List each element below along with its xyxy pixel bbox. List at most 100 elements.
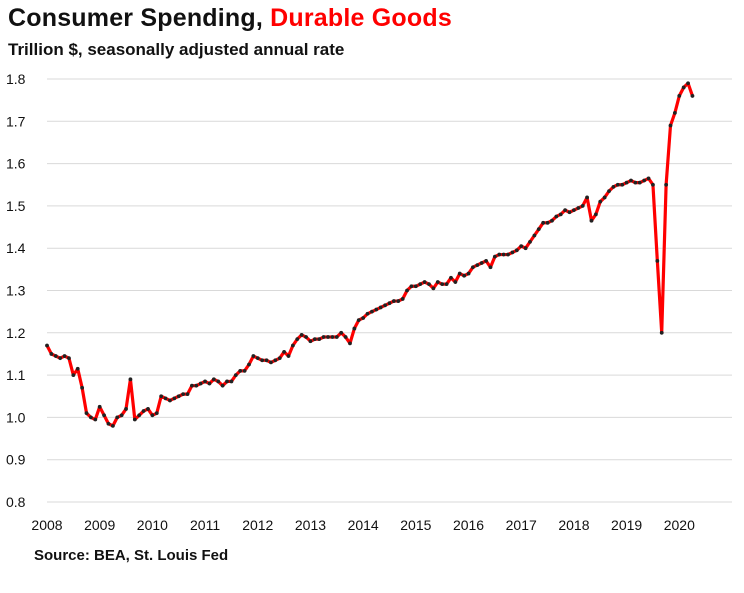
data-point <box>528 239 532 244</box>
gridlines <box>47 78 732 503</box>
data-point <box>119 413 124 418</box>
x-tick-label: 2018 <box>558 517 589 533</box>
data-point <box>62 354 67 358</box>
chart-subtitle: Trillion $, seasonally adjusted annual r… <box>8 40 345 59</box>
data-point <box>391 299 396 303</box>
data-point <box>211 377 216 382</box>
chart-title-main: Consumer Spending, <box>8 4 271 32</box>
data-point <box>431 286 436 291</box>
data-point <box>651 182 655 187</box>
data-point <box>637 180 642 185</box>
data-point <box>251 354 256 358</box>
x-tick-label: 2015 <box>400 517 431 533</box>
data-point <box>84 411 89 416</box>
y-tick-label: 1.1 <box>6 367 26 383</box>
data-point <box>93 417 98 422</box>
data-point <box>672 110 677 115</box>
x-tick-label: 2019 <box>611 517 642 533</box>
data-point <box>405 288 409 293</box>
data-point <box>110 423 115 428</box>
data-point <box>558 212 563 217</box>
data-point <box>646 176 651 181</box>
data-point <box>75 366 80 371</box>
x-tick-label: 2016 <box>453 517 484 533</box>
data-point <box>334 335 339 339</box>
data-point <box>554 214 559 219</box>
data-point <box>198 381 203 386</box>
x-tick-label: 2010 <box>137 517 168 533</box>
data-point <box>383 303 387 308</box>
data-point <box>681 85 686 90</box>
data-point <box>89 415 93 420</box>
data-point <box>453 280 458 284</box>
data-point <box>449 275 453 280</box>
data-point <box>519 244 524 248</box>
data-point <box>580 204 585 208</box>
data-point <box>330 335 335 339</box>
y-tick-label: 1.0 <box>6 409 26 425</box>
data-point <box>326 335 330 339</box>
data-point <box>633 180 638 185</box>
y-axis: 0.8 0.9 1.0 1.1 1.2 1.3 1.4 1.5 1.6 1.7 1.8 <box>6 71 26 510</box>
data-point <box>238 368 243 373</box>
data-point <box>510 250 515 255</box>
data-point <box>71 373 76 377</box>
data-point <box>242 368 247 373</box>
data-point <box>563 208 568 213</box>
data-point <box>624 180 629 185</box>
data-point <box>352 326 357 331</box>
data-point <box>207 381 212 386</box>
data-point <box>615 182 620 187</box>
data-point <box>67 356 71 361</box>
data-point <box>536 227 541 232</box>
data-point <box>317 337 322 342</box>
data-point <box>427 282 431 287</box>
x-tick-label: 2020 <box>664 517 695 533</box>
data-point <box>229 379 234 384</box>
data-point <box>137 413 142 418</box>
data-point <box>655 258 660 263</box>
y-tick-label: 1.6 <box>6 156 26 172</box>
y-tick-label: 1.7 <box>6 113 26 129</box>
data-point <box>479 261 484 265</box>
data-point <box>374 307 379 312</box>
x-tick-label: 2014 <box>348 517 379 533</box>
data-point <box>233 373 238 377</box>
chart-title: Consumer Spending, Durable Goods <box>8 4 452 33</box>
data-point <box>348 341 352 346</box>
data-point <box>264 358 269 363</box>
data-point <box>598 199 603 204</box>
data-point <box>435 280 440 284</box>
data-point <box>572 208 576 213</box>
data-point <box>668 123 673 128</box>
data-point <box>102 413 106 418</box>
data-point <box>58 356 63 361</box>
data-point <box>277 356 282 361</box>
data-point <box>501 252 506 257</box>
data-point <box>550 218 554 223</box>
data-point <box>664 182 669 187</box>
data-point <box>492 254 497 259</box>
data-point <box>593 212 598 217</box>
data-point <box>115 415 120 420</box>
data-point <box>203 379 207 384</box>
data-point <box>545 220 550 225</box>
data-point <box>282 349 287 354</box>
data-point <box>532 233 537 238</box>
data-point <box>611 184 616 189</box>
data-point <box>607 189 611 194</box>
y-tick-label: 1.4 <box>6 240 26 256</box>
data-point <box>216 379 221 384</box>
data-point <box>396 299 401 303</box>
data-point <box>269 360 273 365</box>
series-durable-goods <box>45 81 695 428</box>
data-point <box>466 271 471 276</box>
data-point <box>132 417 137 422</box>
data-point <box>387 301 392 306</box>
y-tick-label: 1.3 <box>6 283 26 299</box>
data-point <box>361 316 366 320</box>
data-point <box>295 337 300 342</box>
data-point <box>181 392 186 397</box>
data-point <box>190 383 194 388</box>
